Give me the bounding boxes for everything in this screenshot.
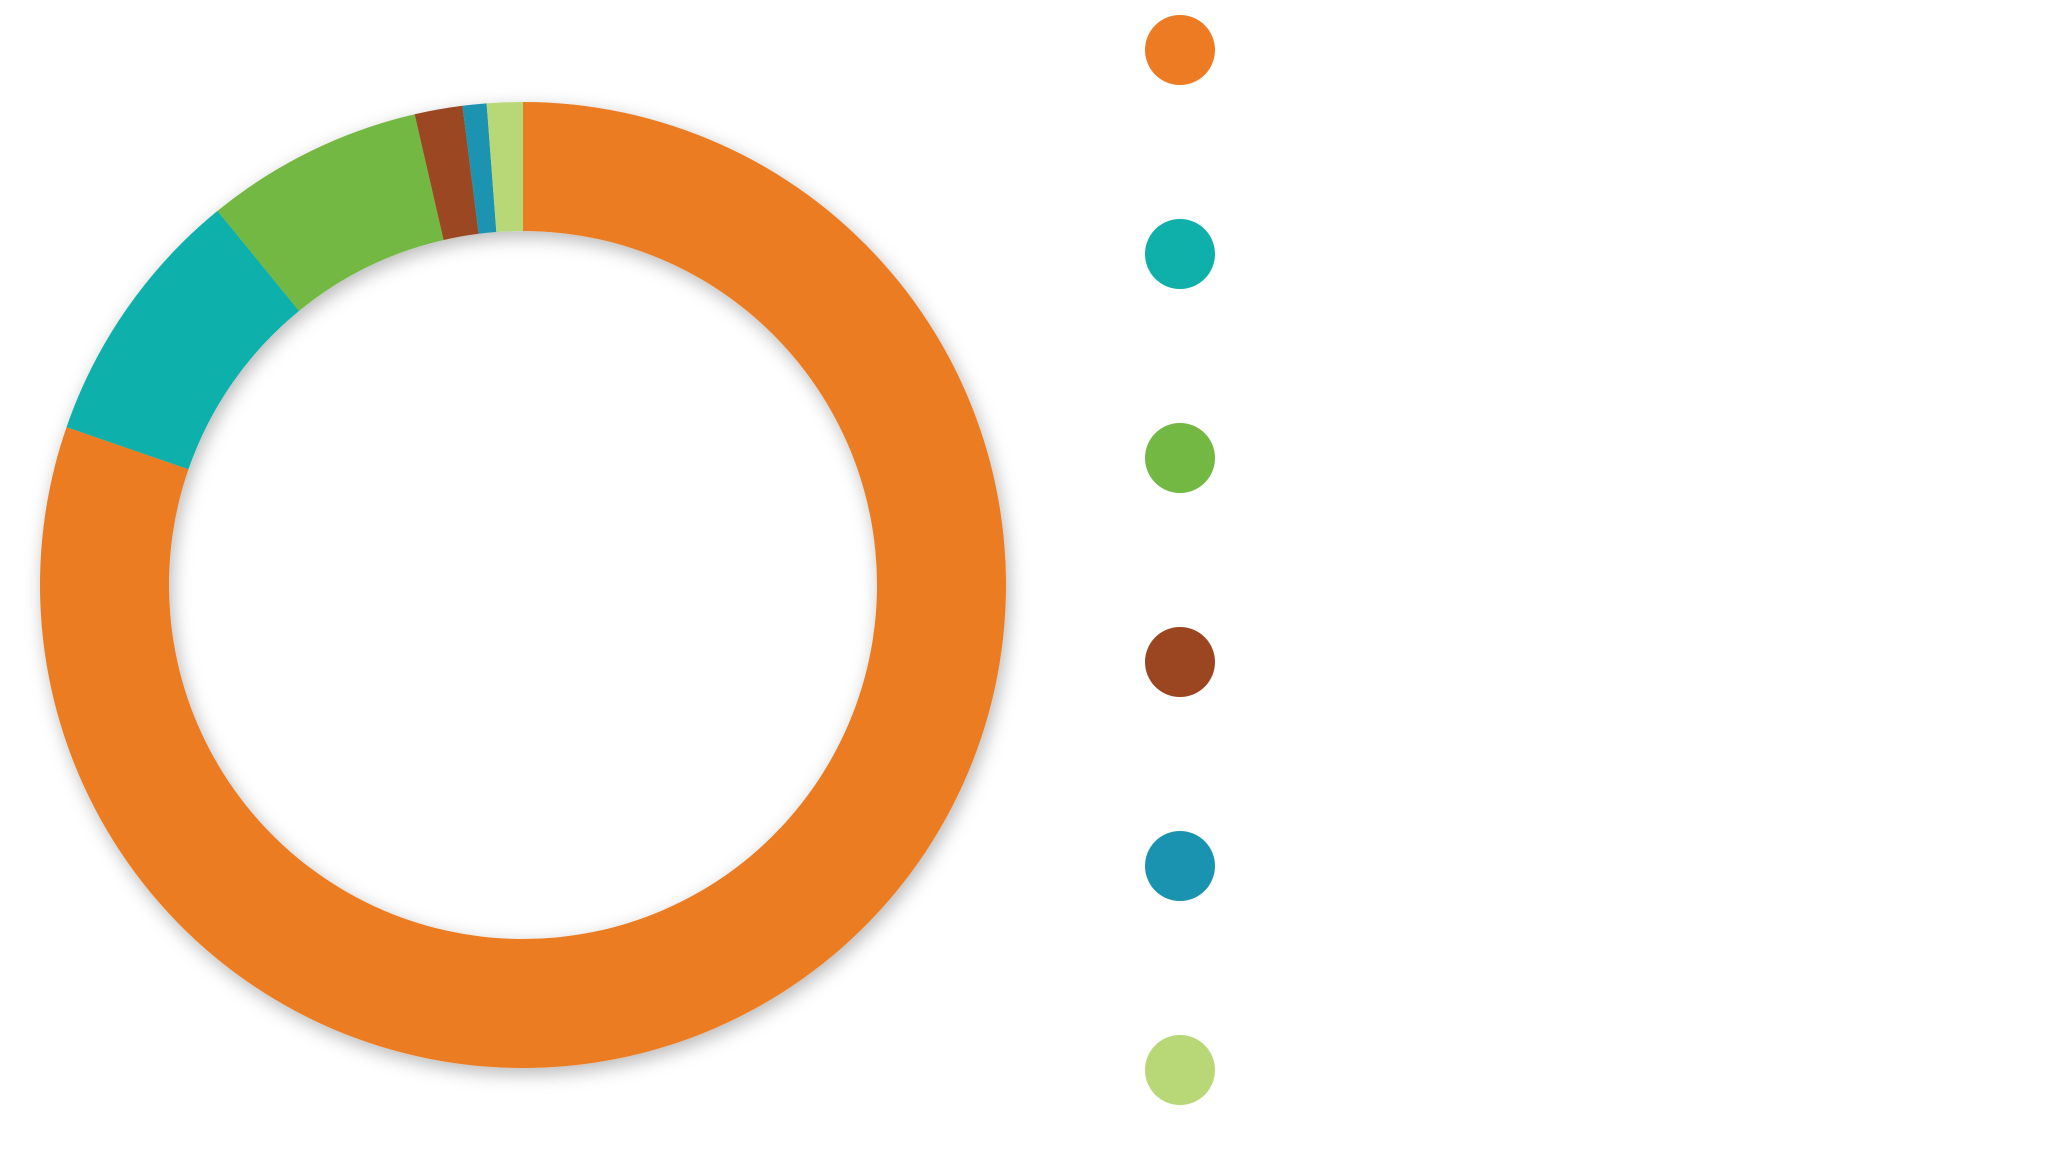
- legend-marker-2[interactable]: [1145, 219, 1215, 289]
- legend-marker-5[interactable]: [1145, 831, 1215, 901]
- donut-slice-3[interactable]: [217, 114, 444, 311]
- donut-slice-2[interactable]: [66, 210, 300, 470]
- legend: [1145, 15, 1215, 1105]
- donut-slice-4[interactable]: [414, 105, 479, 241]
- donut-slice-6[interactable]: [486, 102, 523, 233]
- donut-slice-5[interactable]: [462, 103, 497, 234]
- donut-ring: [39, 102, 1006, 1069]
- legend-marker-6[interactable]: [1145, 1035, 1215, 1105]
- legend-marker-3[interactable]: [1145, 423, 1215, 493]
- legend-marker-1[interactable]: [1145, 15, 1215, 85]
- legend-marker-4[interactable]: [1145, 627, 1215, 697]
